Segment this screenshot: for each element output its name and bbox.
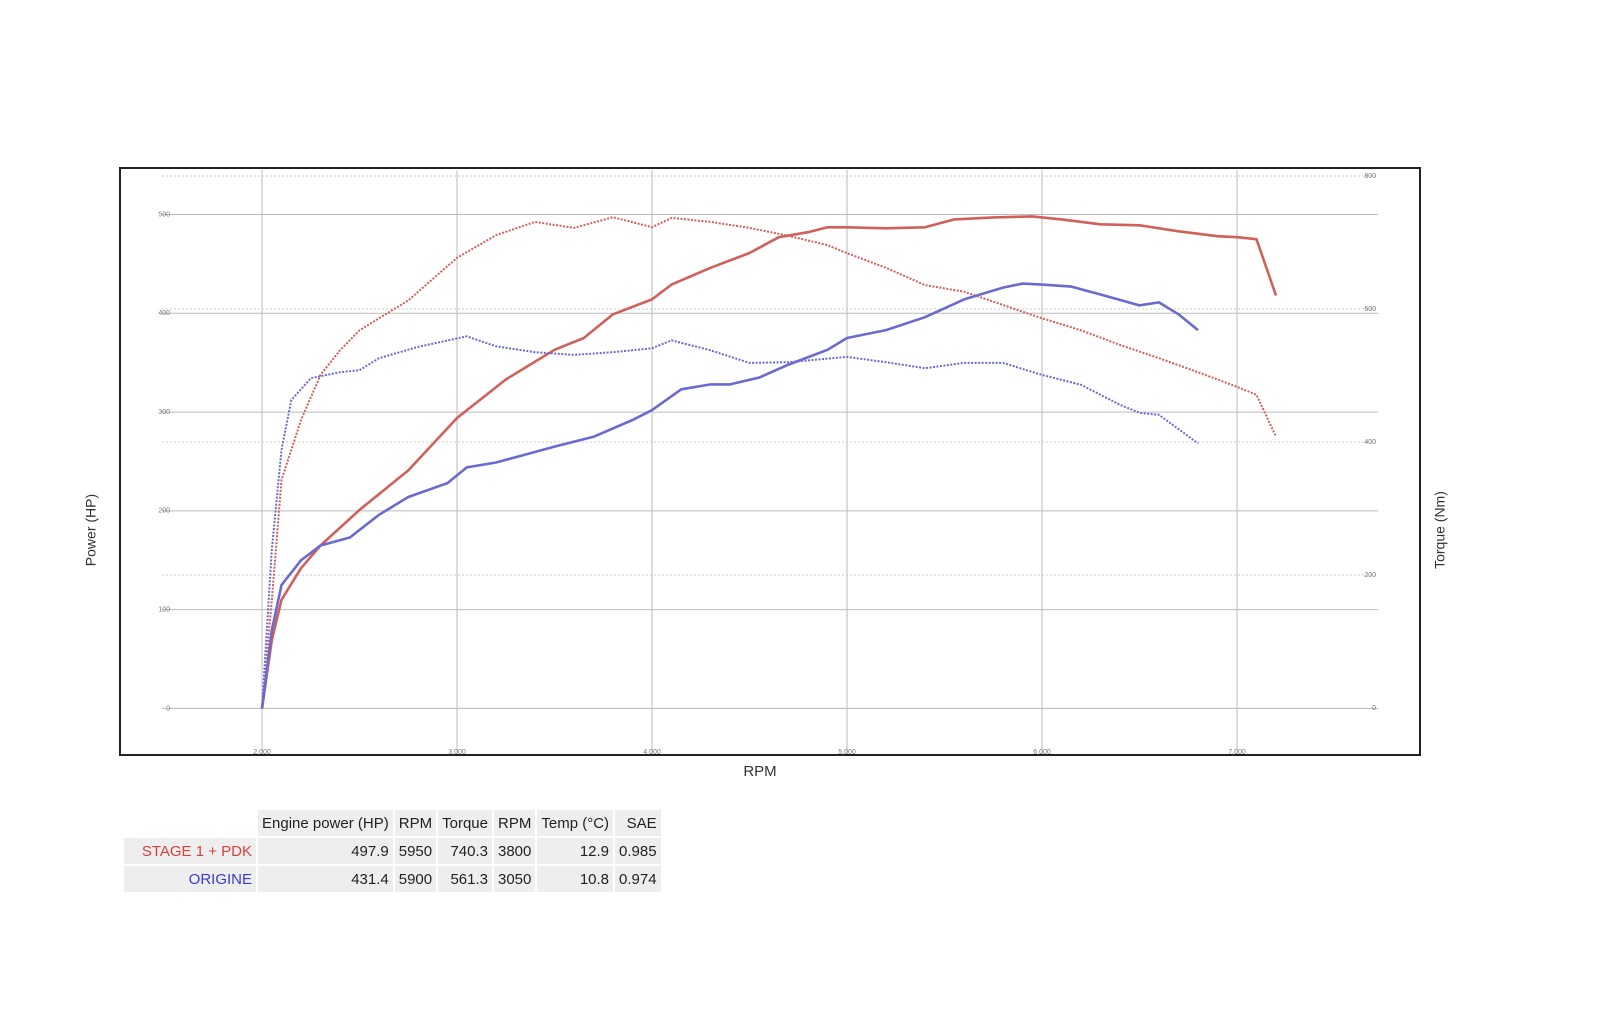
table-cell: 0.985 bbox=[615, 838, 661, 864]
series-line bbox=[260, 282, 1199, 709]
table-cell: 497.9 bbox=[258, 838, 393, 864]
table-cell: 5950 bbox=[394, 838, 437, 864]
x-tick-label: 5,000 bbox=[838, 749, 856, 756]
chart-frame bbox=[119, 167, 1421, 756]
y-tick-label: 400 bbox=[158, 310, 170, 317]
table-cell: Engine power (HP) bbox=[258, 810, 393, 836]
x-axis-label: RPM bbox=[743, 763, 776, 780]
table-cell: 10.8 bbox=[537, 866, 614, 892]
summary-table: Engine power (HP) RPM Torque RPM Temp (°C) SA… bbox=[122, 808, 663, 894]
series-line bbox=[260, 215, 1278, 709]
table-cell: 12.9 bbox=[537, 838, 614, 864]
x-tick-label: 2,000 bbox=[253, 749, 271, 756]
x-tick-label: 6,000 bbox=[1033, 749, 1051, 756]
y-tick-label: 0 bbox=[166, 705, 170, 712]
table-cell: 3800 bbox=[493, 838, 536, 864]
series-line bbox=[261, 216, 1277, 709]
table-cell: 431.4 bbox=[258, 866, 393, 892]
table-cell: 0.974 bbox=[615, 866, 661, 892]
y-tick-label: 500 bbox=[158, 211, 170, 218]
y2-axis-label: Torque (Nm) bbox=[1432, 491, 1448, 569]
table-cell: Temp (°C) bbox=[537, 810, 614, 836]
table-row: ORIGINE 431.4 5900 561.3 3050 10.8 0.974 bbox=[124, 866, 661, 892]
x-tick-label: 7,000 bbox=[1228, 749, 1246, 756]
table-cell: SAE bbox=[615, 810, 661, 836]
table-cell: 3050 bbox=[493, 866, 536, 892]
table-cell: 561.3 bbox=[438, 866, 492, 892]
table-cell: 5900 bbox=[394, 866, 437, 892]
y-tick-label: 100 bbox=[158, 607, 170, 614]
x-tick-label: 4,000 bbox=[643, 749, 661, 756]
table-header: Engine power (HP) RPM Torque RPM Temp (°C) SA… bbox=[124, 810, 661, 836]
y-axis-label: Power (HP) bbox=[83, 494, 99, 566]
table-row: STAGE 1 + PDK 497.9 5950 740.3 3800 12.9 0.985 bbox=[124, 838, 661, 864]
y2-tick-label: 400 bbox=[1364, 439, 1376, 446]
table-cell: Torque bbox=[438, 810, 492, 836]
table-corner bbox=[124, 810, 256, 836]
table-cell: RPM bbox=[493, 810, 536, 836]
y2-tick-label: 800 bbox=[1364, 173, 1376, 180]
table-cell: ORIGINE bbox=[124, 866, 256, 892]
y-tick-label: 300 bbox=[158, 409, 170, 416]
table-cell: STAGE 1 + PDK bbox=[124, 838, 256, 864]
table-cell: RPM bbox=[394, 810, 437, 836]
x-tick-label: 3,000 bbox=[448, 749, 466, 756]
y2-tick-label: 600 bbox=[1364, 306, 1376, 313]
y-tick-label: 200 bbox=[158, 508, 170, 515]
y2-tick-label: 0 bbox=[1372, 705, 1376, 712]
series-line bbox=[261, 335, 1199, 709]
y2-tick-label: 200 bbox=[1364, 572, 1376, 579]
table-cell: 740.3 bbox=[438, 838, 492, 864]
